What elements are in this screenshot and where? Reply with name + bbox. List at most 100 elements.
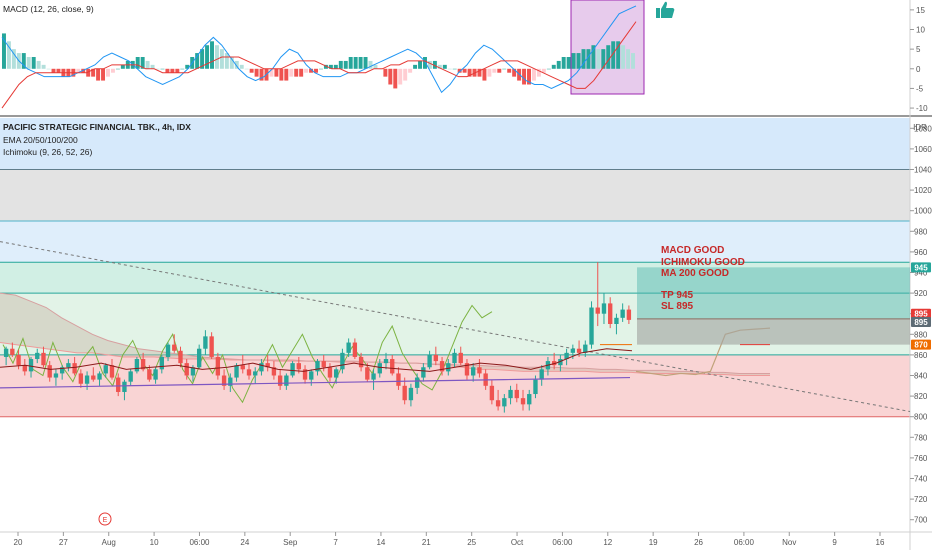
symbol-title[interactable]: PACIFIC STRATEGIC FINANCIAL TBK., 4h, ID…: [3, 122, 191, 132]
time-tick-label: 06:00: [734, 538, 755, 547]
macd-hist-bar: [309, 68, 314, 73]
macd-hist-bar: [343, 60, 348, 69]
macd-legend[interactable]: MACD (12, 26, close, 9): [3, 4, 94, 14]
macd-hist-bar: [2, 33, 6, 69]
thumbs-up-icon: [656, 1, 675, 18]
ema-200-line: [0, 376, 631, 389]
time-tick-label: 25: [467, 538, 476, 547]
macd-hist-bar: [115, 68, 120, 70]
macd-hist-bar: [581, 49, 586, 69]
macd-hist-bar: [140, 57, 145, 69]
macd-hist-bar: [239, 64, 244, 69]
macd-hist-bar: [279, 68, 284, 81]
macd-hist-bar: [527, 68, 531, 85]
price-tick-label: 780: [914, 433, 928, 442]
price-tick-label: 1000: [914, 207, 932, 216]
macd-hist-bar: [492, 68, 497, 73]
candle-body: [365, 367, 370, 380]
macd-hist-bar: [507, 68, 512, 73]
candle-body: [446, 363, 451, 372]
time-tick-label: Aug: [102, 538, 116, 547]
price-tick-label: 800: [914, 413, 928, 422]
macd-hist-bar: [482, 68, 487, 81]
macd-hist-bar: [160, 68, 165, 70]
candle-body: [620, 309, 625, 318]
price-axis[interactable]: -10 -5 0 5 10 15 700 720 740 760 780 800 820 840 860 88…: [910, 6, 932, 525]
price-tick-label: 1040: [914, 166, 932, 175]
macd-hist-bar: [432, 60, 437, 69]
candle-body: [508, 389, 513, 399]
ichimoku-legend[interactable]: Ichimoku (9, 26, 52, 26): [3, 147, 92, 157]
candle-body: [66, 363, 71, 368]
macd-hist-bar: [269, 68, 274, 77]
candle-body: [583, 344, 588, 353]
macd-hist-bar: [393, 68, 398, 89]
macd-hist-bar: [106, 68, 110, 77]
macd-hist-bar: [333, 64, 338, 69]
macd-hist-bar: [502, 68, 507, 70]
macd-hist-bar: [477, 68, 482, 77]
candle-body: [477, 367, 482, 374]
candle-body: [520, 398, 526, 405]
macd-hist-bar: [120, 64, 125, 69]
macd-hist-bar: [294, 68, 299, 77]
candle-body: [271, 367, 277, 376]
price-tick-label: 1080: [914, 124, 932, 133]
candle-body: [502, 398, 507, 407]
candle-body: [396, 373, 401, 386]
candle-body: [439, 361, 445, 372]
macd-hist-bar: [487, 68, 492, 77]
annotation-macd: MACD GOOD: [661, 245, 724, 256]
macd-hist-bar: [319, 68, 323, 70]
earnings-icon[interactable]: E: [98, 512, 112, 526]
macd-hist-bar: [437, 64, 442, 69]
macd-hist-bar: [551, 64, 556, 69]
candle-body: [109, 365, 115, 378]
price-tick-label: 920: [914, 289, 928, 298]
candle-body: [140, 359, 146, 370]
macd-hist-bar: [363, 57, 368, 69]
time-tick-label: Sep: [283, 538, 298, 547]
macd-hist-bar: [155, 68, 160, 70]
candle-body: [91, 375, 96, 380]
candle-body: [246, 369, 252, 376]
candle-body: [489, 385, 495, 401]
macd-hist-bar: [531, 68, 536, 81]
candle-body: [284, 375, 289, 386]
price-tick-label: 1060: [914, 145, 932, 154]
candle-body: [408, 387, 414, 401]
time-axis[interactable]: 20 27 Aug 10 06:00 24 Sep 7 14 21 25 Oct 06:00 12 19 26…: [0, 531, 932, 547]
price-tick-label: 700: [914, 516, 928, 525]
svg-text:E: E: [103, 517, 108, 524]
chikou-span: [2, 304, 493, 404]
price-badge: [911, 316, 931, 327]
macd-hist-bar: [353, 57, 358, 69]
candle-body: [346, 342, 351, 353]
macd-hist-bar: [616, 41, 621, 69]
candle-body: [309, 371, 314, 380]
macd-hist-bar: [571, 53, 576, 69]
macd-hist-bar: [408, 68, 413, 73]
time-tick-label: Nov: [782, 538, 796, 547]
candle-body: [147, 369, 152, 380]
candle-body: [601, 303, 607, 314]
time-tick-label: 24: [240, 538, 249, 547]
macd-hist-bar: [284, 68, 289, 81]
candle-body: [128, 371, 133, 382]
candle-body: [558, 359, 563, 366]
macd-hist-bar: [274, 68, 279, 77]
time-tick-label: 16: [876, 538, 885, 547]
time-tick-label: 7: [333, 538, 338, 547]
currency-label[interactable]: IDR: [913, 123, 927, 132]
price-tick-label: 720: [914, 495, 928, 504]
price-tick-label: 840: [914, 372, 928, 381]
ema-legend[interactable]: EMA 20/50/100/200: [3, 135, 78, 145]
macd-hist-bar: [21, 53, 26, 69]
candle-body: [259, 363, 264, 372]
candle-body: [184, 363, 189, 376]
candle-body: [253, 371, 258, 376]
candle-body: [390, 359, 395, 374]
candle-body: [240, 365, 245, 370]
price-tick-label: 960: [914, 248, 928, 257]
